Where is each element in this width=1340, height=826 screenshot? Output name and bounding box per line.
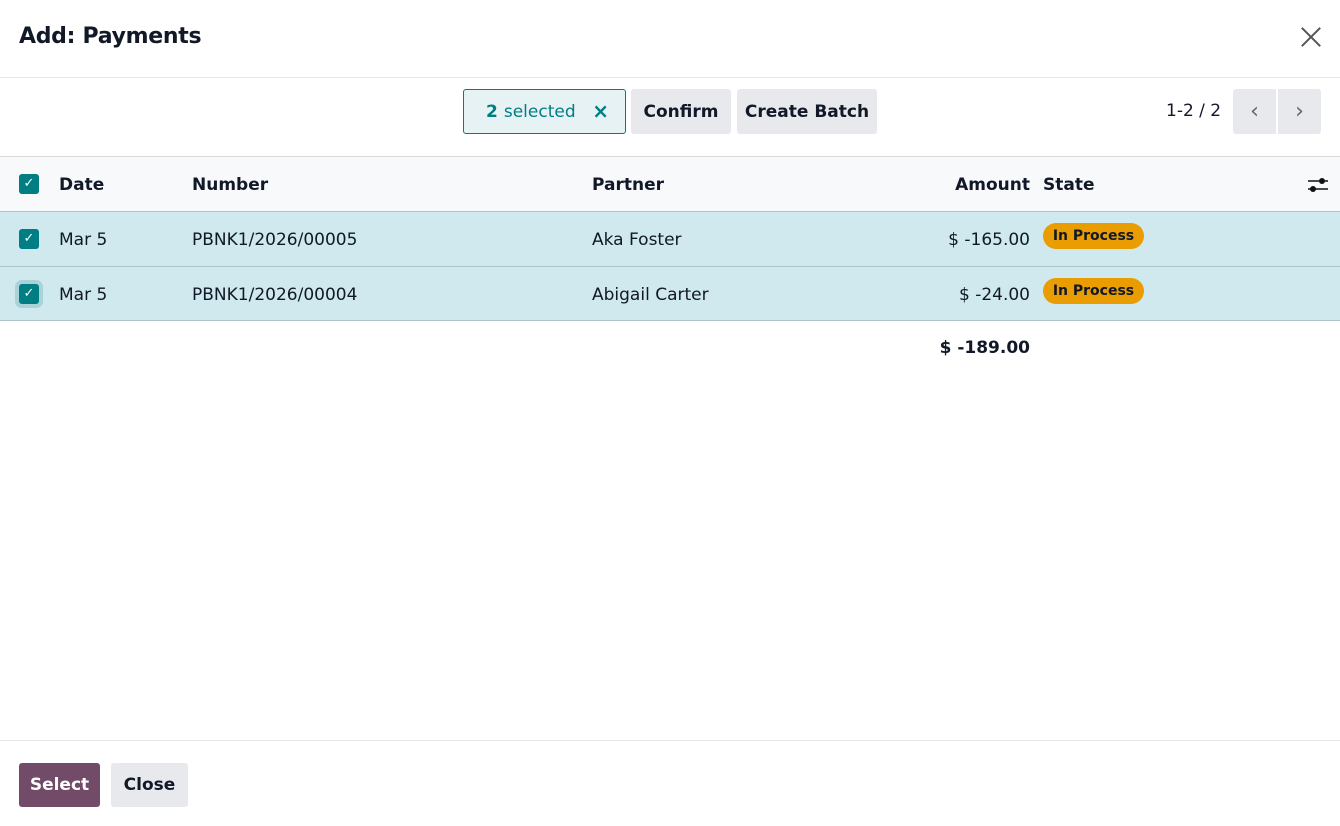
close-button[interactable]: Close (111, 763, 188, 807)
table-row[interactable]: ✓ Mar 5 PBNK1/2026/00004 Abigail Carter … (0, 266, 1340, 321)
pager-next-button[interactable]: › (1278, 89, 1321, 134)
table-row[interactable]: ✓ Mar 5 PBNK1/2026/00005 Aka Foster $ -1… (0, 211, 1340, 266)
pager-previous-button[interactable]: ‹ (1233, 89, 1276, 134)
amount-total: $ -189.00 (939, 338, 1030, 358)
dialog-header: Add: Payments (0, 0, 1340, 78)
cell-number: PBNK1/2026/00005 (192, 230, 358, 250)
selected-count: 2 (486, 101, 498, 122)
column-number[interactable]: Number (192, 175, 269, 195)
cell-amount: $ -165.00 (948, 230, 1030, 250)
create-batch-button[interactable]: Create Batch (737, 89, 877, 134)
chevron-left-icon: ‹ (1250, 99, 1259, 124)
clear-selection-icon[interactable]: × (592, 99, 609, 123)
select-button[interactable]: Select (19, 763, 100, 807)
chevron-right-icon: › (1295, 99, 1304, 124)
cell-date: Mar 5 (59, 285, 108, 305)
table-header: ✓ Date Number Partner Amount State (0, 156, 1340, 211)
optional-columns-icon[interactable] (1308, 176, 1328, 194)
row-checkbox[interactable]: ✓ (19, 229, 39, 249)
status-badge: In Process (1043, 223, 1144, 249)
column-amount[interactable]: Amount (955, 175, 1030, 195)
cell-partner: Aka Foster (592, 230, 682, 250)
dialog-title: Add: Payments (19, 24, 202, 49)
row-checkbox[interactable]: ✓ (19, 284, 39, 304)
close-icon[interactable] (1298, 24, 1324, 50)
selection-badge: 2 selected × (463, 89, 626, 134)
column-date[interactable]: Date (59, 175, 105, 195)
confirm-button[interactable]: Confirm (631, 89, 731, 134)
column-state[interactable]: State (1043, 175, 1095, 195)
selected-label: selected (503, 101, 576, 122)
status-badge: In Process (1043, 278, 1144, 304)
column-partner[interactable]: Partner (592, 175, 665, 195)
select-all-checkbox[interactable]: ✓ (19, 174, 39, 194)
cell-date: Mar 5 (59, 230, 108, 250)
pager-value: 1-2 / 2 (1166, 101, 1222, 121)
dialog-footer: Select Close (0, 740, 1340, 826)
cell-amount: $ -24.00 (958, 285, 1030, 305)
cell-partner: Abigail Carter (592, 285, 709, 305)
payments-table: ✓ Date Number Partner Amount State ✓ Mar… (0, 156, 1340, 321)
cell-number: PBNK1/2026/00004 (192, 285, 358, 305)
